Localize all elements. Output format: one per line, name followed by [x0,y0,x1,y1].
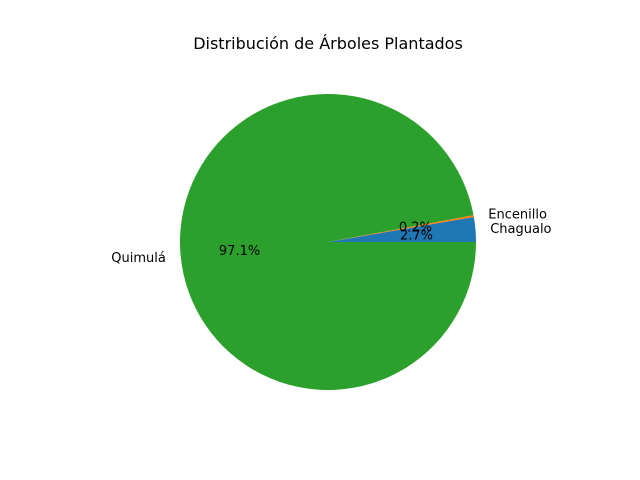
slice-percent-chagualo: 2.7% [400,228,433,243]
slice-percent-quimula: 97.1% [219,244,260,259]
slice-label-quimula: Quimulá [111,251,166,266]
pie-slices [180,94,477,391]
slice-label-encenillo: Encenillo [488,208,547,223]
slice-label-chagualo: Chagualo [490,222,551,237]
pie-slice-encenillo [328,215,474,242]
pie-slice-quimula [180,94,477,391]
slice-percent-encenillo: 0.2% [399,220,432,235]
pie-labels: Chagualo 2.7% Encenillo 0.2% Quimulá 97.1% [111,208,551,266]
chart-title: Distribución de Árboles Plantados [193,34,463,53]
pie-slice-chagualo [328,217,476,242]
